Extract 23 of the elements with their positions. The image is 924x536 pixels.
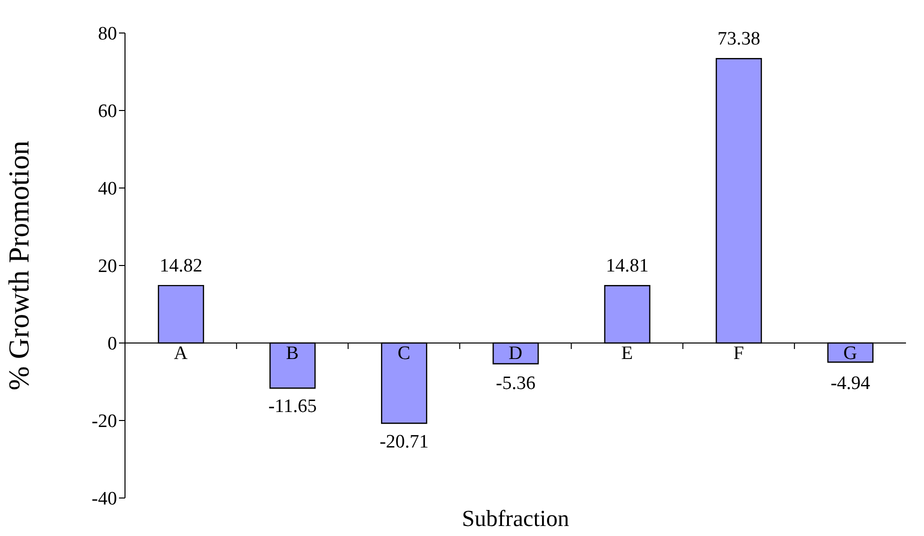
x-tick-label: B [286,343,299,364]
data-label: -4.94 [830,373,871,394]
data-label: -20.71 [380,431,429,452]
x-tick-label: F [733,343,744,364]
y-tick-label: -20 [92,411,117,432]
x-axis-title: Subfraction [462,506,570,531]
y-tick-label: 0 [108,334,117,355]
x-tick-label: A [174,343,188,364]
y-tick-label: 80 [98,24,117,45]
data-label: -5.36 [496,373,536,394]
x-tick-label: E [621,343,633,364]
data-label: -11.65 [268,396,317,418]
data-label: 73.38 [717,28,760,50]
y-tick-label: 40 [98,178,117,200]
y-tick-label: -40 [92,488,117,510]
y-tick-label: 20 [98,256,117,278]
y-tick-label: 60 [98,101,117,122]
data-label: 14.82 [160,256,202,277]
x-tick-label: C [398,343,410,364]
data-label: 14.81 [606,256,649,277]
x-tick-label: G [843,343,858,364]
y-axis-title: % Growth Promotion [3,140,36,390]
x-tick-label: D [508,343,522,364]
